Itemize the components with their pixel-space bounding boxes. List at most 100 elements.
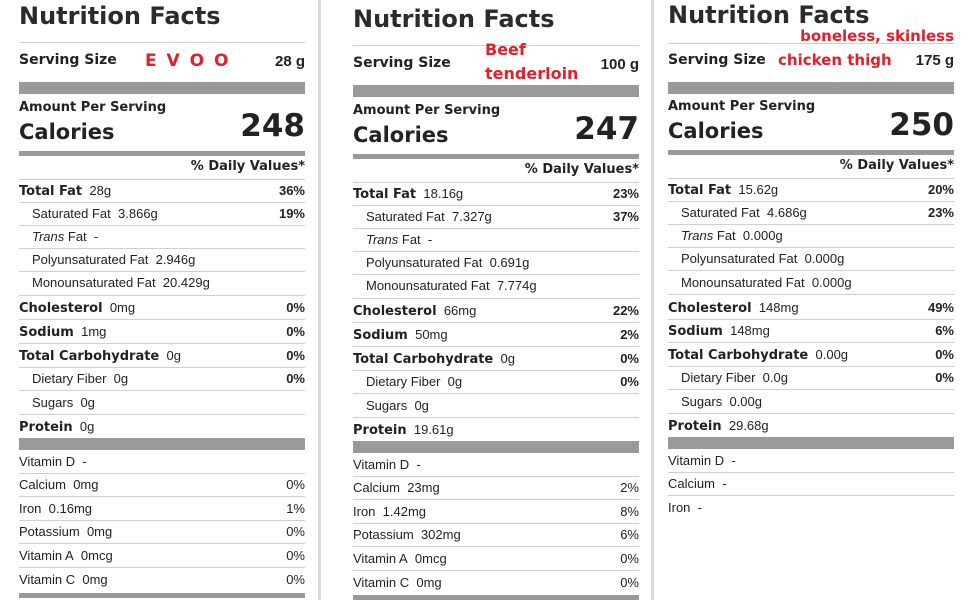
nutrient-daily-value: 19% <box>278 206 305 221</box>
divider <box>353 205 639 206</box>
divider <box>19 367 305 368</box>
nutrient-label: Total Fat <box>668 183 732 198</box>
nutrient-amount: 4.686g <box>767 205 807 220</box>
divider <box>19 390 305 391</box>
nutrient-daily-value: 1% <box>286 501 305 516</box>
divider <box>19 319 305 320</box>
panel-title: Nutrition Facts <box>668 1 870 29</box>
cholesterol-row: Cholesterol 148mg 49% <box>668 296 954 319</box>
nutrient-amount: 18.16g <box>423 186 464 201</box>
nutrient-amount: - <box>427 232 433 247</box>
divider <box>19 543 305 544</box>
sodium-row: Sodium 50mg 2% <box>353 323 639 346</box>
divider <box>668 495 954 496</box>
divider <box>668 319 954 320</box>
panel-title: Nutrition Facts <box>19 2 221 30</box>
nutrient-amount: 0mg <box>82 572 108 587</box>
food-name-line2: chicken thigh <box>778 51 892 69</box>
nutrient-amount: 7.327g <box>452 209 492 224</box>
vitamin-d-row: Vitamin D - <box>353 453 639 476</box>
nutrient-amount: 0g <box>79 419 95 434</box>
trans-fat-row: Trans Fat 0.000g <box>668 224 954 247</box>
vitamin-a-row: Vitamin A 0mcg 0% <box>353 547 639 570</box>
nutrient-label: Vitamin A <box>353 551 408 566</box>
monounsaturated-fat-row: Monounsaturated Fat 7.774g <box>353 274 639 297</box>
nutrient-label: Sodium <box>668 324 723 339</box>
trans-fat-row: Trans Fat - <box>353 228 639 251</box>
bottom-rule <box>353 595 639 600</box>
divider <box>19 496 305 497</box>
nutrient-daily-value: 0% <box>286 548 305 563</box>
vitamin-a-row: Vitamin A 0mcg 0% <box>19 544 305 567</box>
nutrient-label: Vitamin C <box>19 572 76 587</box>
nutrient-label: Potassium <box>19 524 80 539</box>
nutrient-amount: 0.00g <box>729 394 762 409</box>
divider <box>668 201 954 202</box>
nutrient-amount: 0g <box>447 374 463 389</box>
divider <box>353 251 639 252</box>
nutrient-label: Fat <box>401 232 421 247</box>
divider <box>668 342 954 343</box>
nutrient-amount: 0g <box>500 351 515 366</box>
nutrient-label: Calcium <box>19 477 66 492</box>
serving-size-label: Serving Size <box>19 52 117 68</box>
nutrient-label: Polyunsaturated Fat <box>366 255 483 270</box>
divider <box>353 499 639 500</box>
nutrient-daily-value: 23% <box>612 186 639 201</box>
nutrient-label: Polyunsaturated Fat <box>32 252 149 267</box>
nutrient-daily-value: 8% <box>620 504 639 519</box>
nutrient-label: Iron <box>668 500 691 515</box>
nutrient-daily-value: 49% <box>927 300 954 315</box>
monounsaturated-fat-row: Monounsaturated Fat 0.000g <box>668 271 954 294</box>
panel-divider <box>651 0 654 600</box>
nutrient-label: Monounsaturated Fat <box>366 278 490 293</box>
nutrient-daily-value: 0% <box>935 347 954 362</box>
nutrient-amount: 20.429g <box>162 275 210 290</box>
nutrient-amount: 0mg <box>86 524 113 539</box>
nutrient-label: Vitamin A <box>19 548 74 563</box>
nutrient-label: Dietary Fiber <box>681 370 756 385</box>
divider <box>353 228 639 229</box>
protein-row: Protein 29.68g <box>668 414 954 437</box>
divider <box>668 294 954 295</box>
calories-value: 247 <box>574 111 639 147</box>
nutrient-amount: 1mg <box>81 324 107 339</box>
thick-rule <box>668 82 954 94</box>
nutrient-label: Monounsaturated Fat <box>681 275 805 290</box>
nutrient-label: Sugars <box>681 394 723 409</box>
divider <box>19 473 305 474</box>
nutrient-amount: 3.866g <box>118 206 158 221</box>
thick-rule <box>19 82 305 94</box>
divider <box>19 343 305 344</box>
nutrient-amount: 302mg <box>420 527 461 542</box>
sugars-row: Sugars 0g <box>19 391 305 414</box>
divider <box>353 546 639 547</box>
sodium-row: Sodium 1mg 0% <box>19 320 305 343</box>
divider <box>668 247 954 248</box>
nutrient-daily-value: 0% <box>286 324 305 339</box>
nutrient-amount: 29.68g <box>728 418 769 433</box>
nutrient-amount: 15.62g <box>738 182 779 197</box>
thick-rule <box>353 85 639 97</box>
nutrient-daily-value: 0% <box>286 348 305 363</box>
divider <box>353 570 639 571</box>
nutrient-amount: - <box>93 229 99 244</box>
nutrient-label: Dietary Fiber <box>366 374 441 389</box>
potassium-row: Potassium 0mg 0% <box>19 520 305 543</box>
nutrient-label: Vitamin D <box>668 453 725 468</box>
total-fat-row: Total Fat 18.16g 23% <box>353 182 639 205</box>
polyunsaturated-fat-row: Polyunsaturated Fat 2.946g <box>19 248 305 271</box>
nutrient-daily-value: 0% <box>286 477 305 492</box>
divider <box>668 178 954 179</box>
nutrient-label: Saturated Fat <box>32 206 111 221</box>
nutrient-label: Sodium <box>19 325 74 340</box>
nutrient-label: Calcium <box>353 480 400 495</box>
iron-row: Iron 0.16mg 1% <box>19 497 305 520</box>
nutrient-daily-value: 0% <box>286 300 305 315</box>
nutrient-amount: 0.000g <box>742 228 783 243</box>
nutrient-label: Iron <box>19 501 42 516</box>
medium-rule <box>353 154 639 159</box>
divider <box>668 270 954 271</box>
vitamin-d-row: Vitamin D - <box>668 449 954 472</box>
amount-per-serving: Amount Per Serving <box>668 99 816 114</box>
